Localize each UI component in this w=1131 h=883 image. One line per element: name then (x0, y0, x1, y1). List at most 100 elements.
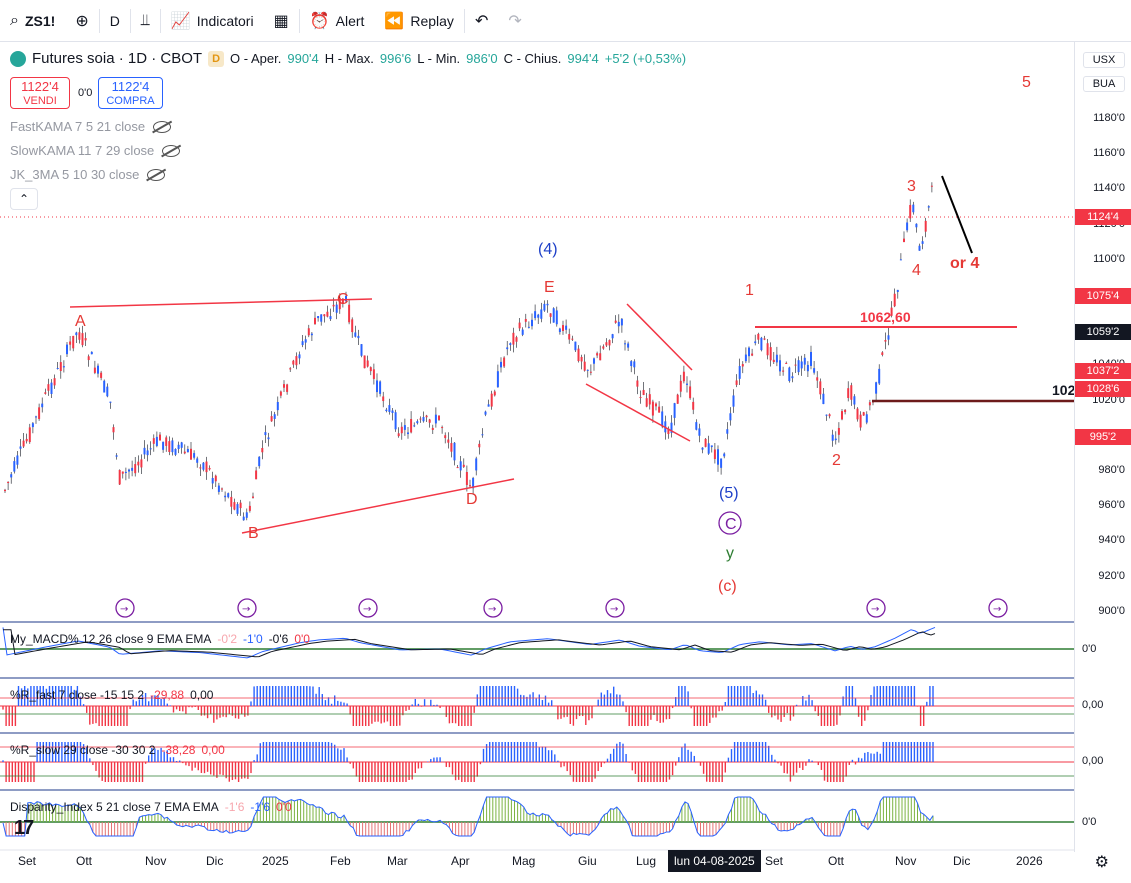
candle-body (518, 322, 521, 329)
sell-button[interactable]: 1122'4 VENDI (10, 77, 70, 109)
indicator-slowkama[interactable]: SlowKAMA 11 7 29 close (10, 143, 181, 158)
rfast-legend[interactable]: %R_fast 7 close -15 15 2 -29,88 0,00 (10, 688, 213, 702)
candle-body (503, 357, 506, 367)
chart-type-button[interactable]: ⫫ (131, 0, 160, 42)
disparity-legend[interactable]: Disparity_Index 5 21 close 7 EMA EMA -1'… (10, 800, 292, 814)
grid-icon: ▦ (273, 12, 289, 30)
price-label: 1075'4 (1075, 288, 1131, 304)
candle-body (713, 449, 716, 460)
alert-button[interactable]: ⏰ Alert (300, 0, 375, 42)
candle-body (165, 437, 168, 446)
candle-body (930, 185, 933, 187)
unit-button[interactable]: BUA (1083, 76, 1125, 92)
price-tick: 980'0 (1098, 464, 1125, 476)
time-axis[interactable]: Set Ott Nov Dic 2025 Feb Mar Apr Mag Giu Lug Set Ott… (0, 850, 1131, 883)
macd-scale-label: 0'0 (1082, 643, 1097, 655)
candle-body (496, 371, 499, 388)
candle-body (639, 396, 642, 398)
candle-body (524, 318, 527, 322)
candle-body (580, 356, 583, 362)
candle-body (577, 348, 580, 362)
eye-off-icon[interactable] (162, 144, 181, 157)
candle-body (481, 434, 484, 436)
candle-body (410, 419, 413, 433)
indicator-jk3ma[interactable]: JK_3MA 5 10 30 close (10, 167, 166, 182)
candle-body (906, 222, 909, 231)
candle-body (509, 343, 512, 346)
candle-body (611, 334, 614, 339)
candle-body (744, 354, 747, 362)
candle-body (397, 433, 400, 437)
candle-body (546, 303, 549, 306)
undo-button[interactable]: ↶ (465, 0, 498, 42)
candle-body (791, 376, 794, 379)
candle-body (627, 343, 630, 348)
symbol-label: ZS1! (24, 12, 56, 29)
candle-body (47, 384, 50, 391)
replay-button[interactable]: ⏪ Replay (374, 0, 464, 42)
candle-body (177, 444, 180, 450)
templates-button[interactable]: ▦ (264, 0, 299, 42)
wave-label-E: E (544, 279, 555, 296)
disparity-name: Disparity_Index 5 21 close 7 EMA EMA (10, 800, 219, 814)
candle-body (227, 493, 230, 498)
candle-body (221, 488, 223, 490)
candle-body (775, 354, 778, 363)
candle-body (859, 414, 862, 428)
candle-body (853, 396, 856, 405)
time-tick: Nov (145, 854, 167, 868)
candle-body (31, 423, 34, 428)
price-scale[interactable]: USX BUA 1180'01160'01140'01120'01100'010… (1074, 42, 1131, 852)
wave-label-5-paren: (5) (719, 485, 739, 502)
candle-body (586, 369, 589, 371)
candle-body (252, 496, 254, 498)
candle-body (193, 453, 196, 458)
eye-off-icon[interactable] (147, 168, 166, 181)
candle-body (648, 394, 651, 405)
candle-body (217, 485, 220, 492)
tradingview-logo[interactable]: 17 (14, 817, 34, 839)
candle-body (599, 353, 602, 361)
time-tick: Set (765, 854, 784, 868)
candle-body (298, 354, 301, 359)
candle-body (729, 413, 732, 421)
candle-body (183, 451, 186, 454)
wave-label-4-paren: (4) (538, 241, 558, 258)
candle-body (465, 471, 468, 486)
toolbar-divider (159, 8, 161, 33)
rfast-value-1: -29,88 (150, 688, 185, 702)
macd-legend[interactable]: My_MACD% 12 26 close 9 EMA EMA -0'2 -1'0… (10, 632, 310, 646)
candle-body (472, 477, 475, 489)
add-symbol-button[interactable]: ⊕ (65, 0, 98, 42)
time-tick: 2025 (262, 854, 289, 868)
interval-button[interactable]: D (100, 0, 130, 42)
rslow-legend[interactable]: %R_slow 29 close -30 30 2 -38,28 0,00 (10, 743, 225, 757)
legend-title[interactable]: Futures soia · 1D · CBOT (32, 50, 203, 67)
candle-body (462, 464, 465, 467)
gear-icon[interactable]: ⚙ (1094, 854, 1109, 871)
candle-body (710, 445, 713, 448)
indicator-fastkama[interactable]: FastKAMA 7 5 21 close (10, 119, 172, 134)
candle-body (273, 414, 276, 419)
redo-button[interactable]: ↷ (498, 0, 531, 42)
candle-body (283, 384, 285, 388)
candle-body (803, 357, 806, 365)
wave-c-circle (718, 511, 742, 535)
candle-body (512, 332, 515, 345)
candle-body (407, 432, 409, 435)
candle-body (171, 440, 174, 453)
candle-body (28, 427, 31, 443)
eye-off-icon[interactable] (153, 120, 172, 133)
currency-button[interactable]: USX (1083, 52, 1125, 68)
buy-button[interactable]: 1122'4 COMPRA (98, 77, 163, 109)
candle-body (190, 448, 192, 460)
price-tick: 1160'0 (1093, 147, 1125, 160)
symbol-search[interactable]: ⌕ ZS1! (0, 0, 65, 42)
candle-body (422, 417, 425, 422)
candle-body (642, 389, 645, 395)
collapse-legend-button[interactable]: ⌃ (10, 188, 38, 210)
candle-body (834, 438, 837, 441)
toolbar-divider (298, 8, 300, 33)
indicators-button[interactable]: 📈 Indicatori (161, 0, 264, 42)
